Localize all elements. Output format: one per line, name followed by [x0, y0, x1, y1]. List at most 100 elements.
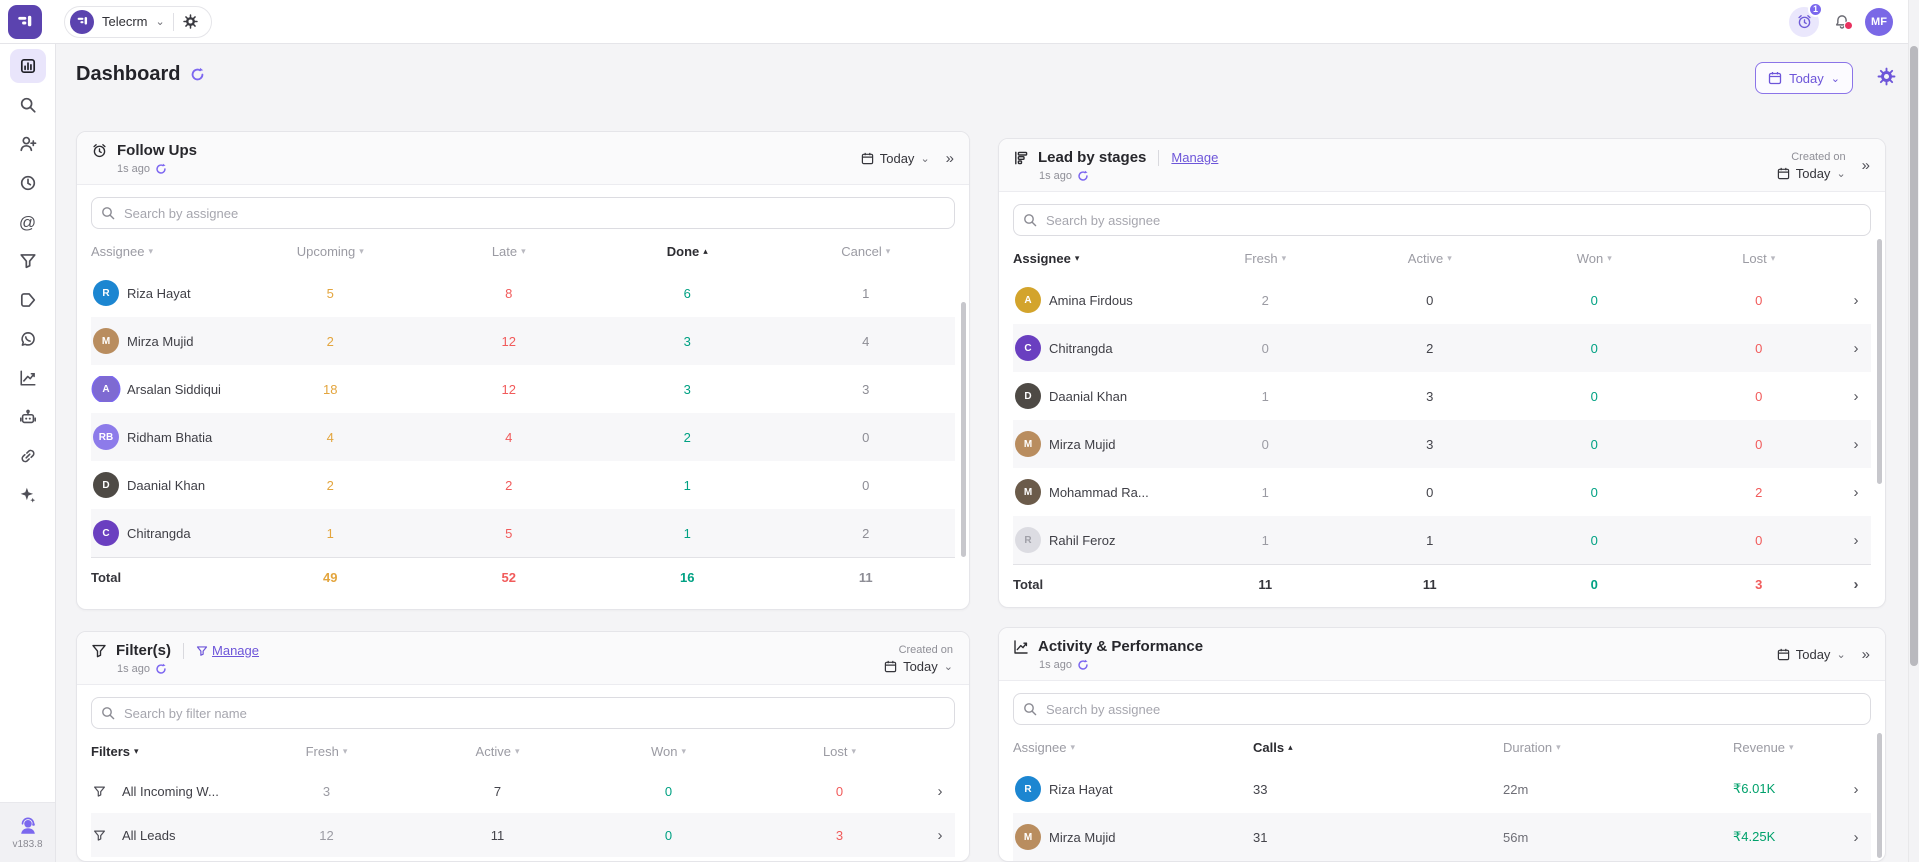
table-row[interactable]: All Incoming W... 3 7 0 0 ›: [91, 769, 955, 813]
chevron-right-icon[interactable]: ›: [1853, 780, 1859, 798]
panel-date-filter[interactable]: Today ⌄: [861, 151, 930, 166]
column-header-fresh[interactable]: Fresh ▾: [1244, 250, 1287, 266]
refresh-icon[interactable]: [155, 163, 167, 175]
avatar: R: [1015, 527, 1041, 553]
panel-date-filter[interactable]: Today ⌄: [884, 659, 953, 674]
column-header-fresh[interactable]: Fresh ▾: [305, 743, 348, 759]
column-header-assignee[interactable]: Assignee ▾: [1013, 739, 1076, 755]
sidebar-item-bots[interactable]: [10, 400, 46, 434]
chevron-down-icon: ⌄: [1830, 72, 1840, 85]
sidebar-item-history[interactable]: [10, 166, 46, 200]
table-row[interactable]: M Mohammad Ra... 1 0 0 2 ›: [1013, 468, 1871, 516]
table-row[interactable]: R Rahil Feroz 1 1 0 0 ›: [1013, 516, 1871, 564]
sidebar-item-add-contact[interactable]: [10, 127, 46, 161]
column-header-won[interactable]: Won ▾: [1576, 250, 1612, 266]
panel-scrollbar[interactable]: [1877, 239, 1882, 484]
column-header-assignee[interactable]: Assignee ▾: [91, 243, 154, 259]
refresh-icon[interactable]: [1077, 170, 1089, 182]
assignee-name: Mirza Mujid: [127, 333, 194, 349]
refresh-icon[interactable]: [1077, 659, 1089, 671]
search-input[interactable]: [91, 697, 955, 729]
collapse-icon[interactable]: »: [1861, 157, 1870, 174]
collapse-icon[interactable]: »: [1861, 646, 1870, 663]
active-value: 3: [1426, 436, 1434, 452]
dashboard-settings-icon[interactable]: [1876, 66, 1897, 87]
sidebar-item-whatsapp[interactable]: [10, 322, 46, 356]
chevron-right-icon[interactable]: ›: [1853, 483, 1859, 501]
assignee-name: Mirza Mujid: [1049, 829, 1116, 845]
filter-icon: [93, 785, 106, 798]
page-scrollbar[interactable]: [1908, 0, 1919, 862]
workspace-switcher[interactable]: Telecrm ⌄: [64, 5, 212, 38]
column-header-filters[interactable]: Filters ▾: [91, 743, 139, 759]
table-row[interactable]: C Chitrangda 0 2 0 0 ›: [1013, 324, 1871, 372]
chevron-right-icon[interactable]: ›: [1853, 435, 1859, 453]
chevron-right-icon[interactable]: ›: [937, 826, 943, 844]
refresh-icon[interactable]: [155, 663, 167, 675]
sidebar-item-reports[interactable]: [10, 361, 46, 395]
sidebar-item-ai[interactable]: [10, 478, 46, 512]
workspace-settings-icon[interactable]: [182, 13, 199, 30]
column-header-assignee[interactable]: Assignee ▾: [1013, 250, 1080, 266]
table-row[interactable]: D Daanial Khan 1 3 0 0 ›: [1013, 372, 1871, 420]
chevron-right-icon[interactable]: ›: [1853, 576, 1859, 593]
alarm-button[interactable]: 1: [1789, 1, 1823, 37]
search-input[interactable]: [91, 197, 955, 229]
column-header-upcoming[interactable]: Upcoming ▾: [296, 243, 364, 259]
column-header-done[interactable]: Done ▴: [666, 243, 708, 259]
column-header-cancel[interactable]: Cancel ▾: [841, 243, 891, 259]
table-row: RB Ridham Bhatia 4 4 2 0: [91, 413, 955, 461]
sidebar-item-search[interactable]: [10, 88, 46, 122]
chevron-right-icon[interactable]: ›: [1853, 291, 1859, 309]
search-input[interactable]: [1013, 693, 1871, 725]
chevron-right-icon[interactable]: ›: [1853, 531, 1859, 549]
filter-icon: [93, 829, 106, 842]
fresh-value: 1: [1261, 388, 1269, 404]
search-input[interactable]: [1013, 204, 1871, 236]
notifications-button[interactable]: [1833, 13, 1853, 31]
chevron-right-icon[interactable]: ›: [1853, 387, 1859, 405]
lost-value: 0: [835, 783, 844, 799]
manage-link[interactable]: Manage: [1171, 150, 1219, 165]
sidebar-item-integrations[interactable]: [10, 439, 46, 473]
sidebar-item-filters[interactable]: [10, 244, 46, 278]
app-logo[interactable]: [8, 4, 42, 39]
chevron-right-icon[interactable]: ›: [937, 782, 943, 800]
user-avatar[interactable]: MF: [1865, 7, 1893, 36]
table-row[interactable]: M Mirza Mujid 0 3 0 0 ›: [1013, 420, 1871, 468]
table-row[interactable]: M Mirza Mujid 31 56m ₹4.25K ›: [1013, 813, 1871, 861]
fresh-value: 0: [1261, 340, 1269, 356]
column-header-revenue[interactable]: Revenue ▾: [1733, 739, 1794, 755]
manage-link[interactable]: Manage: [196, 643, 259, 658]
panel-scrollbar[interactable]: [961, 302, 966, 557]
avatar: M: [93, 328, 119, 354]
page-date-filter[interactable]: Today ⌄: [1755, 62, 1853, 94]
column-header-lost[interactable]: Lost ▾: [1742, 250, 1776, 266]
page-scrollbar-thumb[interactable]: [1910, 46, 1918, 666]
chevron-right-icon[interactable]: ›: [1853, 339, 1859, 357]
total-fresh: 11: [1258, 577, 1273, 592]
sidebar-item-mentions[interactable]: @: [10, 205, 46, 239]
lost-value: 0: [1755, 292, 1763, 308]
late-value: 8: [505, 285, 513, 301]
table-row[interactable]: A Amina Firdous 2 0 0 0 ›: [1013, 276, 1871, 324]
chevron-right-icon[interactable]: ›: [1853, 828, 1859, 846]
table-row[interactable]: All Leads 12 11 0 3 ›: [91, 813, 955, 857]
column-header-duration[interactable]: Duration ▾: [1503, 739, 1561, 755]
panel-date-filter[interactable]: Today ⌄: [1777, 166, 1846, 181]
collapse-icon[interactable]: »: [945, 150, 954, 167]
column-header-active[interactable]: Active ▾: [1407, 250, 1452, 266]
column-header-calls[interactable]: Calls ▴: [1253, 739, 1293, 755]
calls-value: 33: [1253, 781, 1268, 797]
panel-date-filter[interactable]: Today ⌄: [1777, 647, 1846, 662]
support-button[interactable]: [17, 815, 39, 837]
panel-scrollbar[interactable]: [1877, 733, 1882, 858]
column-header-won[interactable]: Won ▾: [650, 743, 687, 759]
sidebar-item-dashboard[interactable]: [9, 49, 46, 83]
column-header-lost[interactable]: Lost ▾: [822, 743, 857, 759]
refresh-icon[interactable]: [190, 67, 205, 82]
table-row[interactable]: R Riza Hayat 33 22m ₹6.01K ›: [1013, 765, 1871, 813]
sidebar-item-tags[interactable]: [10, 283, 46, 317]
column-header-late[interactable]: Late ▾: [491, 243, 526, 259]
column-header-active[interactable]: Active ▾: [475, 743, 520, 759]
